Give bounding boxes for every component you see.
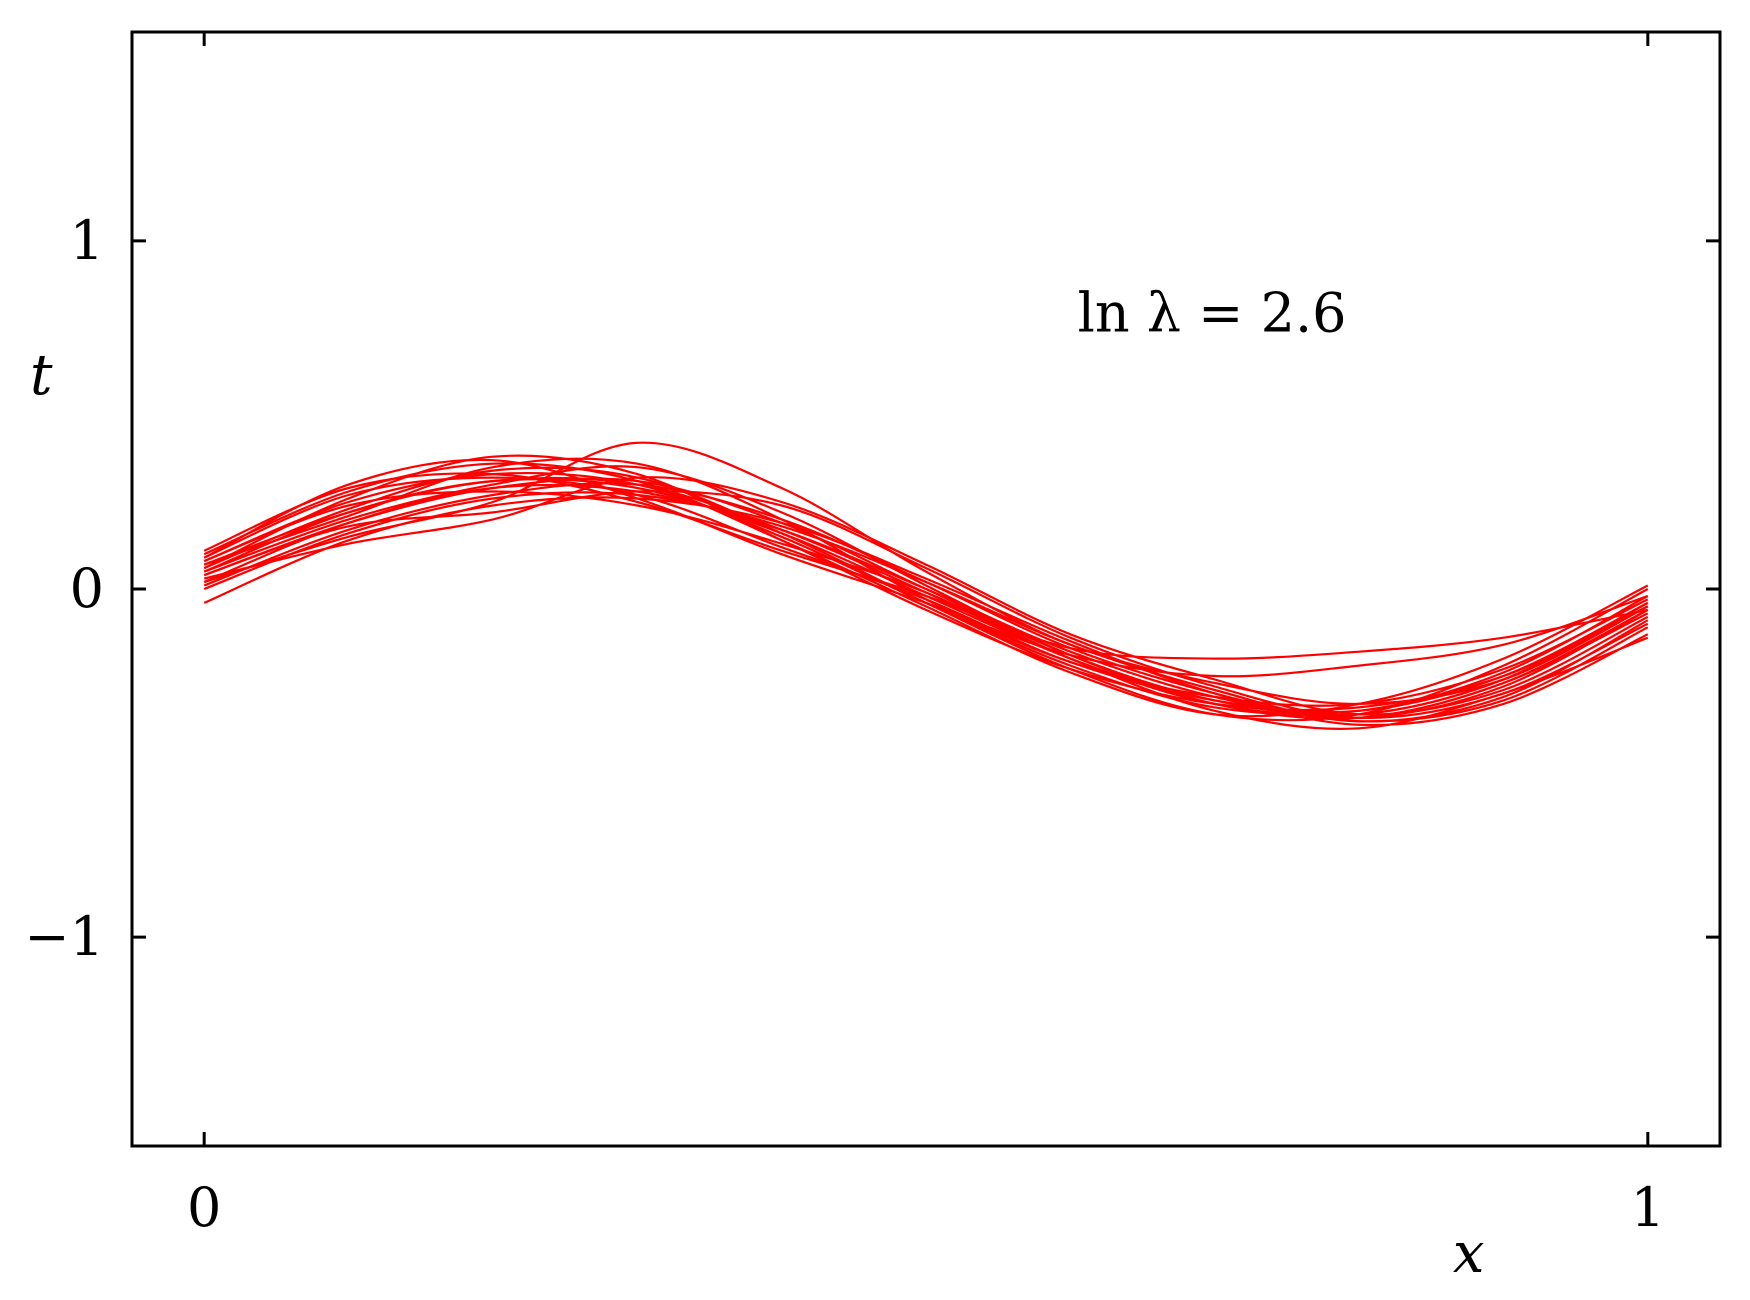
curve-17 [203,441,1649,706]
curve-20 [203,476,1649,720]
ticks-layer: 0 1 −1 0 1 [24,32,1720,1239]
curve-14 [203,482,1649,723]
x-axis-label: x [1453,1221,1485,1286]
y-tick-label-0: −1 [24,905,104,968]
y-tick-label-1: 0 [70,557,104,620]
x-tick-label-1: 1 [1631,1176,1665,1239]
curve-1 [203,478,1649,717]
lambda-annotation: ln λ = 2.6 [1078,281,1347,344]
curve-9 [203,490,1649,719]
curves-layer [203,441,1649,730]
curve-4 [203,462,1649,718]
x-tick-label-0: 0 [187,1176,221,1239]
curve-19 [203,477,1649,717]
curve-18 [203,476,1649,714]
y-axis-label: t [30,343,53,408]
y-tick-label-2: 1 [70,209,104,272]
curve-12 [203,472,1649,660]
curve-16 [203,466,1649,722]
